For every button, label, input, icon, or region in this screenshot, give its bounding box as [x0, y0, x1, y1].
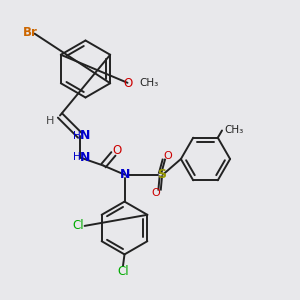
Text: CH₃: CH₃	[139, 78, 158, 88]
Text: O: O	[112, 144, 122, 158]
Text: H: H	[73, 152, 80, 163]
Text: O: O	[152, 188, 160, 199]
Text: N: N	[80, 129, 90, 142]
Text: H: H	[73, 130, 80, 141]
Text: H: H	[46, 116, 55, 126]
Text: N: N	[120, 168, 130, 181]
Text: CH₃: CH₃	[224, 124, 244, 135]
Text: N: N	[80, 151, 90, 164]
Text: Cl: Cl	[117, 265, 129, 278]
Text: Cl: Cl	[73, 219, 84, 232]
Text: S: S	[157, 168, 166, 181]
Text: O: O	[163, 151, 172, 161]
Text: Br: Br	[22, 26, 38, 39]
Text: O: O	[124, 77, 133, 90]
